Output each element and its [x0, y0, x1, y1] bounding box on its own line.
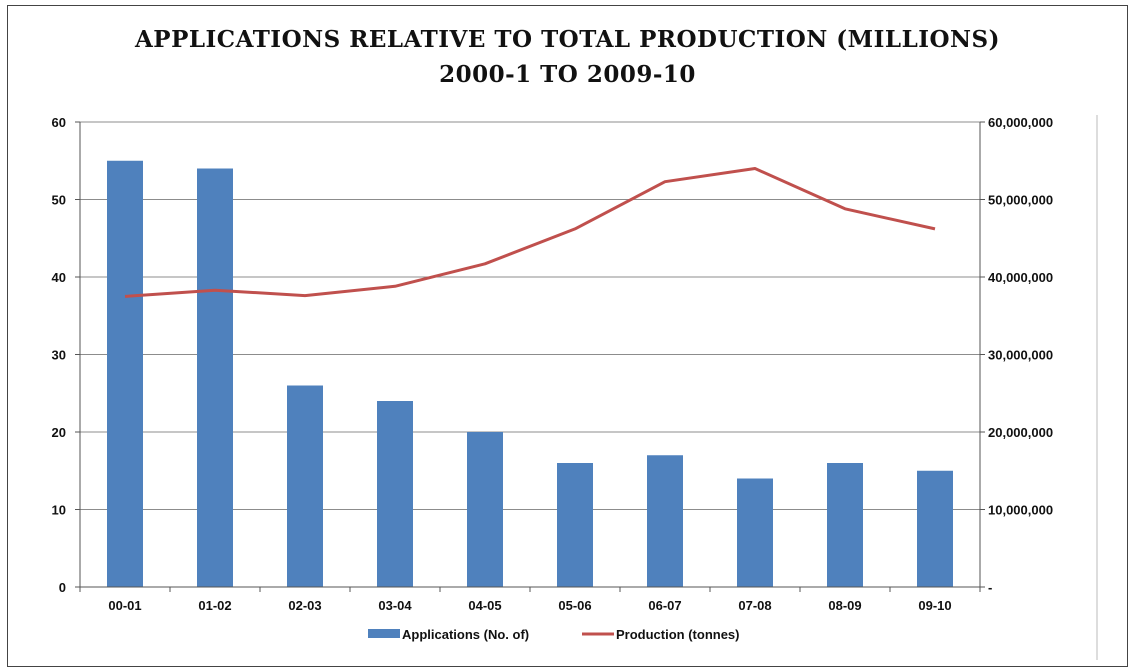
legend-label-production: Production (tonnes): [616, 627, 740, 642]
y-right-tick-label: 10,000,000: [988, 503, 1053, 518]
axes: 0 - 10 10,000,000 20 20,000,000 30 30,000,000 40…: [52, 115, 1098, 660]
y-left-tick-label: 0: [59, 580, 66, 595]
x-tick-label: 03-04: [378, 598, 412, 613]
bar-series: [107, 160, 953, 587]
bar-06-07: [647, 455, 683, 587]
bar-09-10: [917, 470, 953, 587]
x-tick-label: 07-08: [738, 598, 771, 613]
chart-title-line2: 2000-1 TO 2009-10: [439, 61, 696, 88]
x-tick-label: 02-03: [288, 598, 321, 613]
y-left-tick-label: 30: [52, 348, 66, 363]
x-tick-label: 04-05: [468, 598, 501, 613]
y-right-tick-label: 30,000,000: [988, 348, 1053, 363]
x-tick-label: 08-09: [828, 598, 861, 613]
bar-07-08: [737, 478, 773, 587]
bar-03-04: [377, 401, 413, 587]
legend-swatch-applications: [368, 629, 400, 638]
x-tick-label: 06-07: [648, 598, 681, 613]
y-left-tick-label: 40: [52, 270, 66, 285]
y-right-tick-label: 50,000,000: [988, 193, 1053, 208]
chart-title: APPLICATIONS RELATIVE TO TOTAL PRODUCTIO…: [0, 22, 1135, 92]
y-right-tick-label: 20,000,000: [988, 425, 1053, 440]
x-tick-label: 05-06: [558, 598, 591, 613]
legend: Applications (No. of) Production (tonnes): [368, 627, 740, 642]
bar-00-01: [107, 160, 143, 587]
y-right-tick-label: 60,000,000: [988, 115, 1053, 130]
bar-05-06: [557, 463, 593, 587]
bar-04-05: [467, 432, 503, 587]
legend-label-applications: Applications (No. of): [402, 627, 529, 642]
bar-08-09: [827, 463, 863, 587]
y-right-tick-label: -: [988, 580, 992, 595]
y-left-tick-label: 60: [52, 115, 66, 130]
chart-title-line1: APPLICATIONS RELATIVE TO TOTAL PRODUCTIO…: [134, 26, 1001, 53]
y-right-tick-label: 40,000,000: [988, 270, 1053, 285]
x-tick-label: 09-10: [918, 598, 951, 613]
y-left-tick-label: 20: [52, 425, 66, 440]
x-tick-label: 01-02: [198, 598, 231, 613]
line-series: [124, 167, 936, 298]
production-line: [124, 167, 936, 298]
y-left-tick-label: 10: [52, 503, 66, 518]
x-tick-label: 00-01: [108, 598, 141, 613]
bar-02-03: [287, 385, 323, 587]
bar-01-02: [197, 168, 233, 587]
y-left-tick-label: 50: [52, 193, 66, 208]
